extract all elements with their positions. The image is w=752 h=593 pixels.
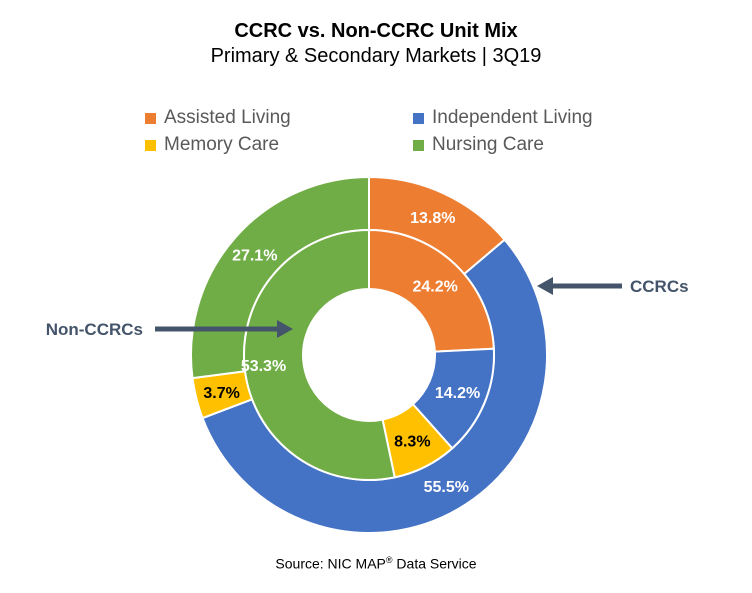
legend-swatch-memory-care (145, 139, 156, 151)
registered-mark: ® (385, 555, 393, 565)
legend-swatch-independent-living (413, 112, 424, 124)
legend-item-independent-living: Independent Living (413, 107, 593, 129)
chart-title: CCRC vs. Non-CCRC Unit Mix (234, 20, 518, 42)
outer-label-assisted-living: 13.8% (410, 210, 455, 227)
ccrcs-arrow-head (537, 277, 553, 295)
outer-label-memory-care: 3.7% (203, 385, 239, 402)
chart-subtitle: Primary & Secondary Markets | 3Q19 (210, 45, 542, 67)
legend-item-nursing-care: Nursing Care (413, 134, 544, 156)
inner-label-independent-living: 14.2% (435, 385, 480, 402)
legend-swatch-assisted-living (145, 112, 156, 124)
legend-label-nursing-care: Nursing Care (432, 134, 544, 155)
non-ccrcs-arrow-head (277, 320, 293, 338)
inner-ring-non-ccrcs (243, 228, 495, 481)
source-prefix: Source: NIC MAP (275, 555, 386, 572)
source-note: Source: NIC MAP® Data Service (0, 555, 752, 572)
legend-swatch-nursing-care (413, 139, 424, 151)
ccrcs-arrow (537, 277, 622, 295)
inner-label-memory-care: 8.3% (394, 434, 430, 451)
legend-label-memory-care: Memory Care (164, 134, 280, 155)
inner-label-nursing-care: 53.3% (241, 358, 286, 375)
annotation-non-ccrcs: Non-CCRCs (46, 320, 143, 339)
annotation-ccrcs: CCRCs (630, 277, 689, 296)
inner-label-assisted-living: 24.2% (412, 278, 457, 295)
annotation-arrows: CCRCs Non-CCRCs (46, 277, 689, 339)
non-ccrcs-arrow (155, 320, 293, 338)
outer-label-nursing-care: 27.1% (232, 248, 277, 265)
legend-item-assisted-living: Assisted Living (145, 107, 291, 129)
legend-label-assisted-living: Assisted Living (164, 107, 291, 128)
inner-slice-nursing-care (243, 228, 396, 481)
inner-slice-assisted-living (368, 228, 495, 353)
source-suffix: Data Service (392, 555, 477, 572)
data-labels: 13.8% 55.5% 3.7% 27.1% 24.2% 14.2% 8.3% 53.3% (203, 210, 480, 496)
legend-item-memory-care: Memory Care (145, 134, 279, 156)
outer-label-independent-living: 55.5% (424, 479, 469, 496)
legend-label-independent-living: Independent Living (432, 107, 593, 128)
